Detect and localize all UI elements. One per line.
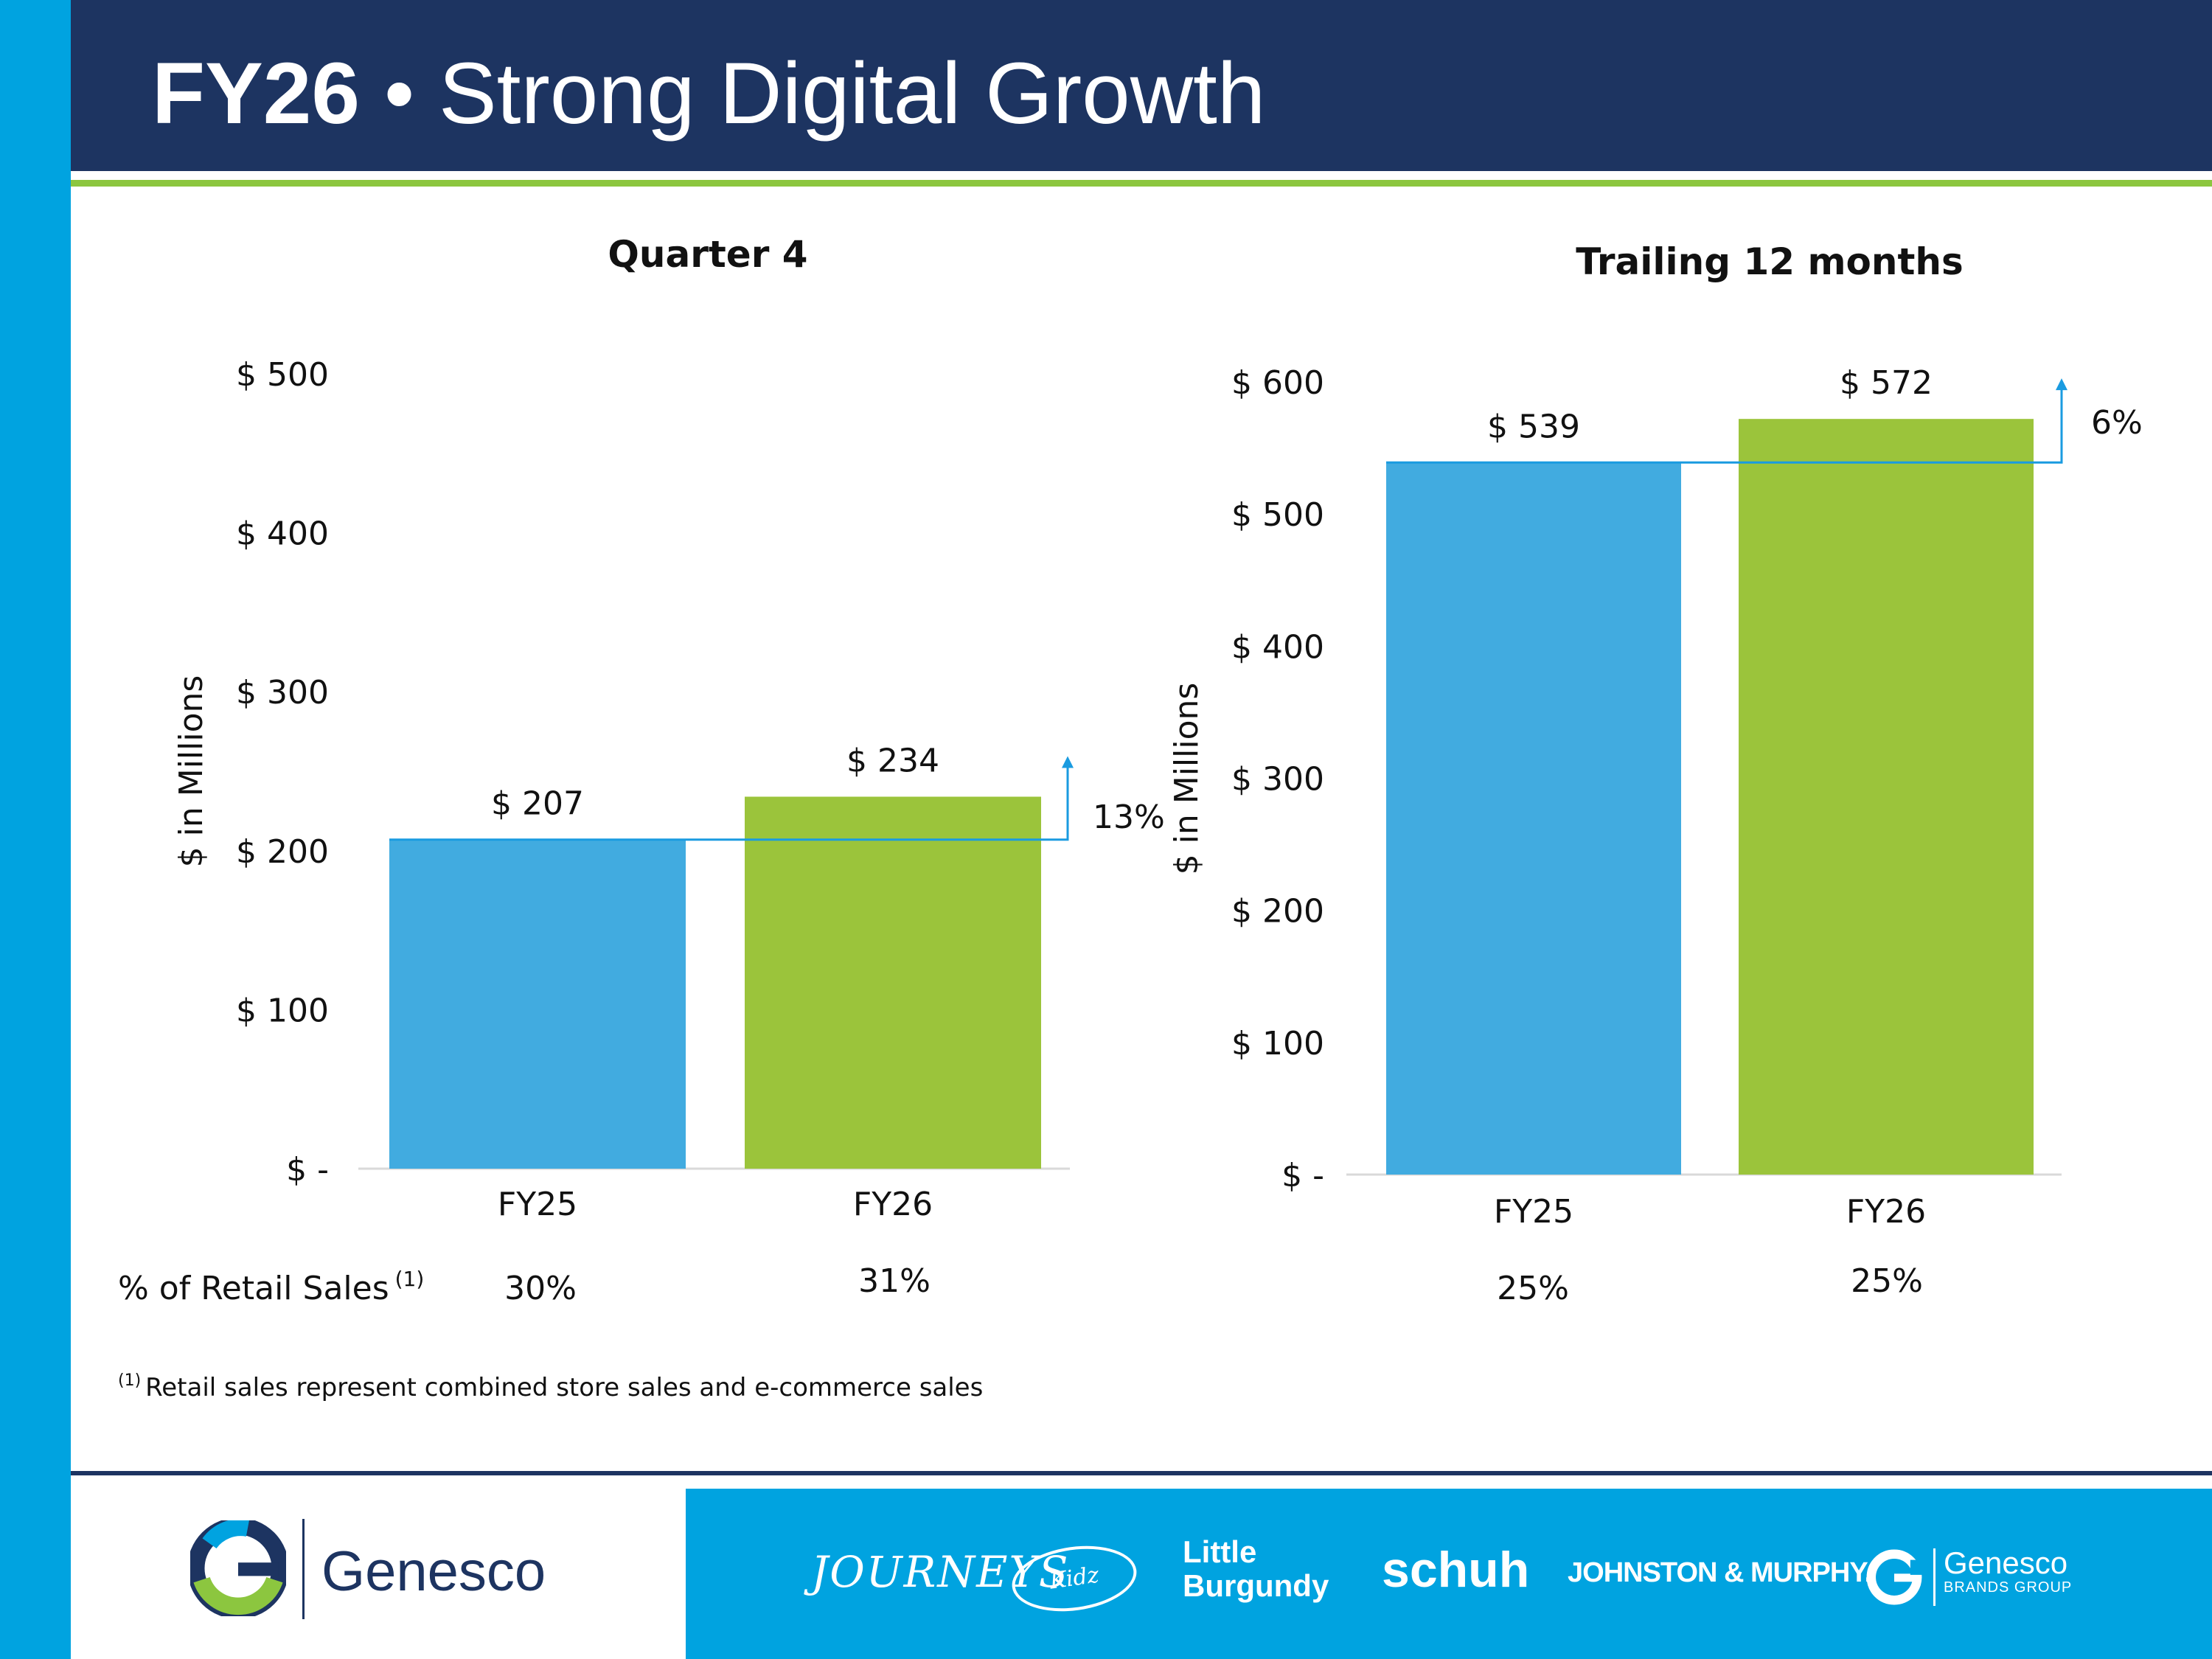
- title-separator: •: [383, 45, 415, 142]
- q4-growth-arrow-icon: [1062, 756, 1074, 768]
- q4-growth-line: [389, 766, 1069, 841]
- chart-title-quarter4: Quarter 4: [608, 233, 808, 276]
- retail-sales-label-text: % of Retail Sales: [118, 1270, 389, 1307]
- ttm-y-axis-label: $ in Millions: [1168, 683, 1206, 875]
- q4-data-label-0: $ 207: [491, 785, 584, 823]
- q4-category-label-1: FY26: [853, 1186, 933, 1223]
- q4-ytick-label-4: $ 400: [236, 515, 329, 553]
- ttm-ytick-label-4: $ 400: [1231, 628, 1324, 666]
- footnote: (1) Retail sales represent combined store…: [118, 1371, 984, 1402]
- johnston-murphy-logo: JOHNSTON & MURPHY.: [1568, 1557, 1872, 1588]
- schuh-logo: schuh: [1382, 1542, 1530, 1598]
- q4-y-axis-label: $ in Millions: [173, 675, 210, 868]
- pct-ttm-fy26: 25%: [1851, 1262, 1923, 1300]
- title-text: Strong Digital Growth: [438, 45, 1266, 142]
- footnote-marker: (1): [118, 1371, 142, 1390]
- footnote-text: Retail sales represent combined store sa…: [145, 1373, 984, 1402]
- logo-divider: [302, 1519, 305, 1619]
- ttm-ytick-label-2: $ 200: [1231, 893, 1324, 931]
- ttm-ytick-label-6: $ 600: [1231, 364, 1324, 402]
- retail-sales-row-label: % of Retail Sales (1): [118, 1267, 425, 1307]
- footer-brand-bar: [686, 1489, 2212, 1659]
- ttm-ytick-label-3: $ 300: [1231, 761, 1324, 799]
- charts-area: $ - $ 100 $ 200 $ 300 $ 400 $ 500 $ in Million…: [173, 356, 2143, 1231]
- little-burgundy-line2: Burgundy: [1183, 1568, 1329, 1603]
- ttm-category-label-1: FY26: [1846, 1193, 1926, 1231]
- gbg-name: Genesco: [1944, 1545, 2068, 1580]
- page-title: FY26 • Strong Digital Growth: [152, 46, 1265, 142]
- gbg-subtitle: BRANDS GROUP: [1944, 1579, 2073, 1596]
- ttm-growth-label: 6%: [2091, 404, 2143, 442]
- genesco-logo-text: Genesco: [321, 1540, 546, 1603]
- retail-sales-label-marker: (1): [394, 1267, 425, 1291]
- q4-ytick-label-3: $ 300: [236, 674, 329, 712]
- genesco-g-logo-icon: [190, 1520, 286, 1616]
- gbg-divider: [1933, 1548, 1935, 1606]
- ttm-ytick-label-5: $ 500: [1231, 496, 1324, 534]
- q4-category-label-0: FY25: [498, 1186, 577, 1223]
- q4-bar-fy25: [389, 839, 686, 1169]
- header-bar: [71, 0, 2212, 171]
- ttm-ytick-label-1: $ 100: [1231, 1025, 1324, 1062]
- pct-q4-fy26: 31%: [858, 1262, 931, 1300]
- ttm-growth-arrow-icon: [2056, 378, 2067, 391]
- ttm-data-label-0: $ 539: [1487, 408, 1580, 445]
- header-rule: [71, 180, 2212, 187]
- footer-rule: [71, 1471, 2212, 1475]
- journeys-logo: JOURNEYS: [811, 1547, 1070, 1597]
- little-burgundy-line1: Little: [1183, 1534, 1257, 1569]
- q4-ytick-label-0: $ -: [286, 1151, 329, 1189]
- q4-growth-label: 13%: [1093, 799, 1165, 836]
- side-accent-strip: [0, 0, 71, 1659]
- q4-ytick-label-5: $ 500: [236, 356, 329, 394]
- little-burgundy-logo: Little Burgundy: [1183, 1535, 1329, 1603]
- genesco-brands-group-icon: [1866, 1549, 1923, 1605]
- pct-q4-fy25: 30%: [504, 1270, 577, 1307]
- q4-bar-fy26: [745, 796, 1041, 1169]
- q4-ytick-label-2: $ 200: [236, 833, 329, 871]
- title-year: FY26: [152, 45, 361, 142]
- chart-title-ttm: Trailing 12 months: [1576, 240, 1964, 283]
- pct-ttm-fy25: 25%: [1497, 1270, 1569, 1307]
- q4-ytick-label-1: $ 100: [236, 992, 329, 1029]
- q4-data-label-1: $ 234: [846, 742, 939, 779]
- ttm-bar-fy25: [1386, 462, 1681, 1175]
- ttm-growth-line: [1386, 389, 2063, 464]
- ttm-data-label-1: $ 572: [1840, 364, 1933, 402]
- ttm-category-label-0: FY25: [1494, 1193, 1573, 1231]
- ttm-bar-fy26: [1739, 419, 2034, 1175]
- ttm-ytick-label-0: $ -: [1281, 1157, 1324, 1194]
